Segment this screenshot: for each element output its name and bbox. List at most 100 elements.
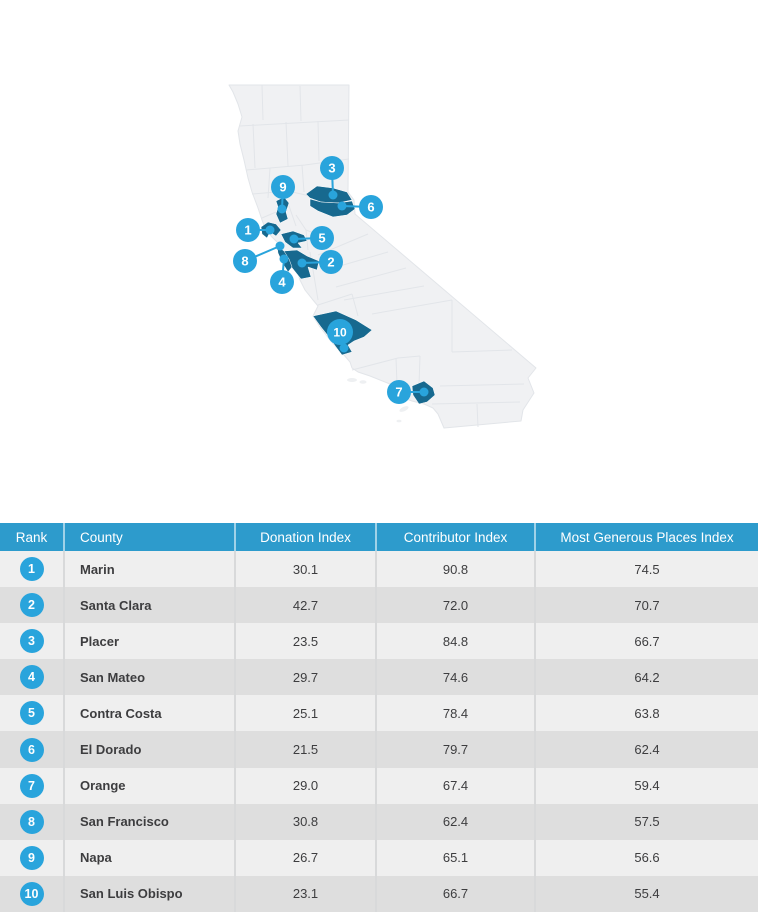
county-name: Marin <box>63 551 234 588</box>
header-rank: Rank <box>15 529 48 545</box>
table-row: 10 San Luis Obispo 23.1 66.7 55.4 <box>0 875 758 912</box>
donation-index-value: 23.5 <box>234 623 375 660</box>
table-row: 4 San Mateo 29.7 74.6 64.2 <box>0 659 758 696</box>
county-name: Santa Clara <box>63 587 234 624</box>
county-name: Napa <box>63 839 234 876</box>
mgpi-value: 70.7 <box>534 587 758 624</box>
donation-index-value: 21.5 <box>234 731 375 768</box>
contributor-index-value: 84.8 <box>375 623 534 660</box>
rank-cell: 6 <box>0 731 63 767</box>
rank-marker-label-san-francisco: 8 <box>241 254 248 269</box>
channel-islands <box>347 378 409 423</box>
county-dot-santa-clara <box>297 258 307 268</box>
rank-cell: 8 <box>0 804 63 840</box>
county-dot-placer <box>328 190 338 200</box>
rank-marker-label-placer: 3 <box>328 161 335 176</box>
contributor-index-value: 66.7 <box>375 875 534 912</box>
county-dot-san-mateo <box>279 254 289 264</box>
donation-index-value: 29.7 <box>234 659 375 696</box>
table-row: 8 San Francisco 30.8 62.4 57.5 <box>0 803 758 840</box>
table-row: 3 Placer 23.5 84.8 66.7 <box>0 623 758 660</box>
rank-badge: 4 <box>19 665 44 690</box>
county-name: Placer <box>63 623 234 660</box>
donation-index-value: 42.7 <box>234 587 375 624</box>
california-outline <box>228 84 537 429</box>
mgpi-value: 62.4 <box>534 731 758 768</box>
rank-marker-label-santa-clara: 2 <box>327 255 334 270</box>
contributor-index-value: 90.8 <box>375 551 534 588</box>
contributor-index-value: 79.7 <box>375 731 534 768</box>
contributor-index-value: 62.4 <box>375 803 534 840</box>
table-row: 9 Napa 26.7 65.1 56.6 <box>0 839 758 876</box>
contributor-index-value: 78.4 <box>375 695 534 732</box>
table-header-row: Rank County Donation Index Contributor I… <box>0 523 758 551</box>
rank-badge: 5 <box>19 701 44 726</box>
table-row: 7 Orange 29.0 67.4 59.4 <box>0 767 758 804</box>
contributor-index-value: 74.6 <box>375 659 534 696</box>
county-name: San Francisco <box>63 803 234 840</box>
county-name: Contra Costa <box>63 695 234 732</box>
header-county: County <box>63 523 234 551</box>
rank-cell: 4 <box>0 659 63 695</box>
rank-cell: 3 <box>0 623 63 659</box>
table-body: 1 Marin 30.1 90.8 74.5 2 Santa Clara 42.7 72.0 70… <box>0 551 758 912</box>
rank-marker-santa-clara[interactable] <box>319 250 343 274</box>
rank-marker-san-francisco[interactable] <box>233 249 257 273</box>
rank-badge: 1 <box>19 557 44 582</box>
rank-badge: 3 <box>19 629 44 654</box>
rank-badge: 7 <box>19 773 44 798</box>
donation-index-value: 29.0 <box>234 767 375 804</box>
california-map: 1 2 3 4 5 6 7 8 9 10 <box>228 84 537 429</box>
county-name: Orange <box>63 767 234 804</box>
rank-marker-napa[interactable] <box>271 175 295 199</box>
header-contributor: Contributor Index <box>375 523 534 551</box>
mgpi-value: 74.5 <box>534 551 758 588</box>
rank-marker-label-orange: 7 <box>395 385 402 400</box>
county-name: San Luis Obispo <box>63 875 234 912</box>
county-name: El Dorado <box>63 731 234 768</box>
contributor-index-value: 67.4 <box>375 767 534 804</box>
rank-cell: 10 <box>0 876 63 912</box>
rank-marker-placer[interactable] <box>320 156 344 180</box>
donation-index-value: 30.1 <box>234 551 375 588</box>
donation-index-value: 26.7 <box>234 839 375 876</box>
mgpi-value: 66.7 <box>534 623 758 660</box>
mgpi-value: 57.5 <box>534 803 758 840</box>
rank-marker-orange[interactable] <box>387 380 411 404</box>
california-map-svg: 1 2 3 4 5 6 7 8 9 10 <box>228 84 537 429</box>
rank-badge: 8 <box>19 809 44 834</box>
rank-cell: 5 <box>0 695 63 731</box>
header-mgpi: Most Generous Places Index <box>534 523 758 551</box>
donation-index-value: 30.8 <box>234 803 375 840</box>
rank-marker-marin[interactable] <box>236 218 260 242</box>
county-dot-marin <box>265 225 275 235</box>
mgpi-value: 59.4 <box>534 767 758 804</box>
header-donation: Donation Index <box>234 523 375 551</box>
rank-marker-san-mateo[interactable] <box>270 270 294 294</box>
county-boundaries <box>239 84 525 428</box>
rank-marker-label-el-dorado: 6 <box>367 200 374 215</box>
mgpi-value: 64.2 <box>534 659 758 696</box>
rank-badge: 6 <box>19 737 44 762</box>
rank-marker-contra-costa[interactable] <box>310 226 334 250</box>
contributor-index-value: 65.1 <box>375 839 534 876</box>
mgpi-value: 63.8 <box>534 695 758 732</box>
donation-index-value: 23.1 <box>234 875 375 912</box>
table-row: 1 Marin 30.1 90.8 74.5 <box>0 551 758 588</box>
rank-badge: 2 <box>19 593 44 618</box>
county-dot-napa <box>277 204 287 214</box>
county-dot-contra-costa <box>289 234 299 244</box>
county-dot-san-luis-obispo <box>339 343 349 353</box>
rank-badge: 9 <box>19 845 44 870</box>
rank-marker-label-marin: 1 <box>244 223 251 238</box>
rank-badge: 10 <box>19 881 44 906</box>
rank-marker-label-napa: 9 <box>279 180 286 195</box>
mgpi-value: 56.6 <box>534 839 758 876</box>
mgpi-value: 55.4 <box>534 875 758 912</box>
rank-marker-el-dorado[interactable] <box>359 195 383 219</box>
county-name: San Mateo <box>63 659 234 696</box>
county-dot-el-dorado <box>337 201 347 211</box>
county-dot-orange <box>419 387 429 397</box>
rank-marker-label-san-luis-obispo: 10 <box>333 325 347 339</box>
rank-marker-san-luis-obispo[interactable] <box>327 319 353 345</box>
